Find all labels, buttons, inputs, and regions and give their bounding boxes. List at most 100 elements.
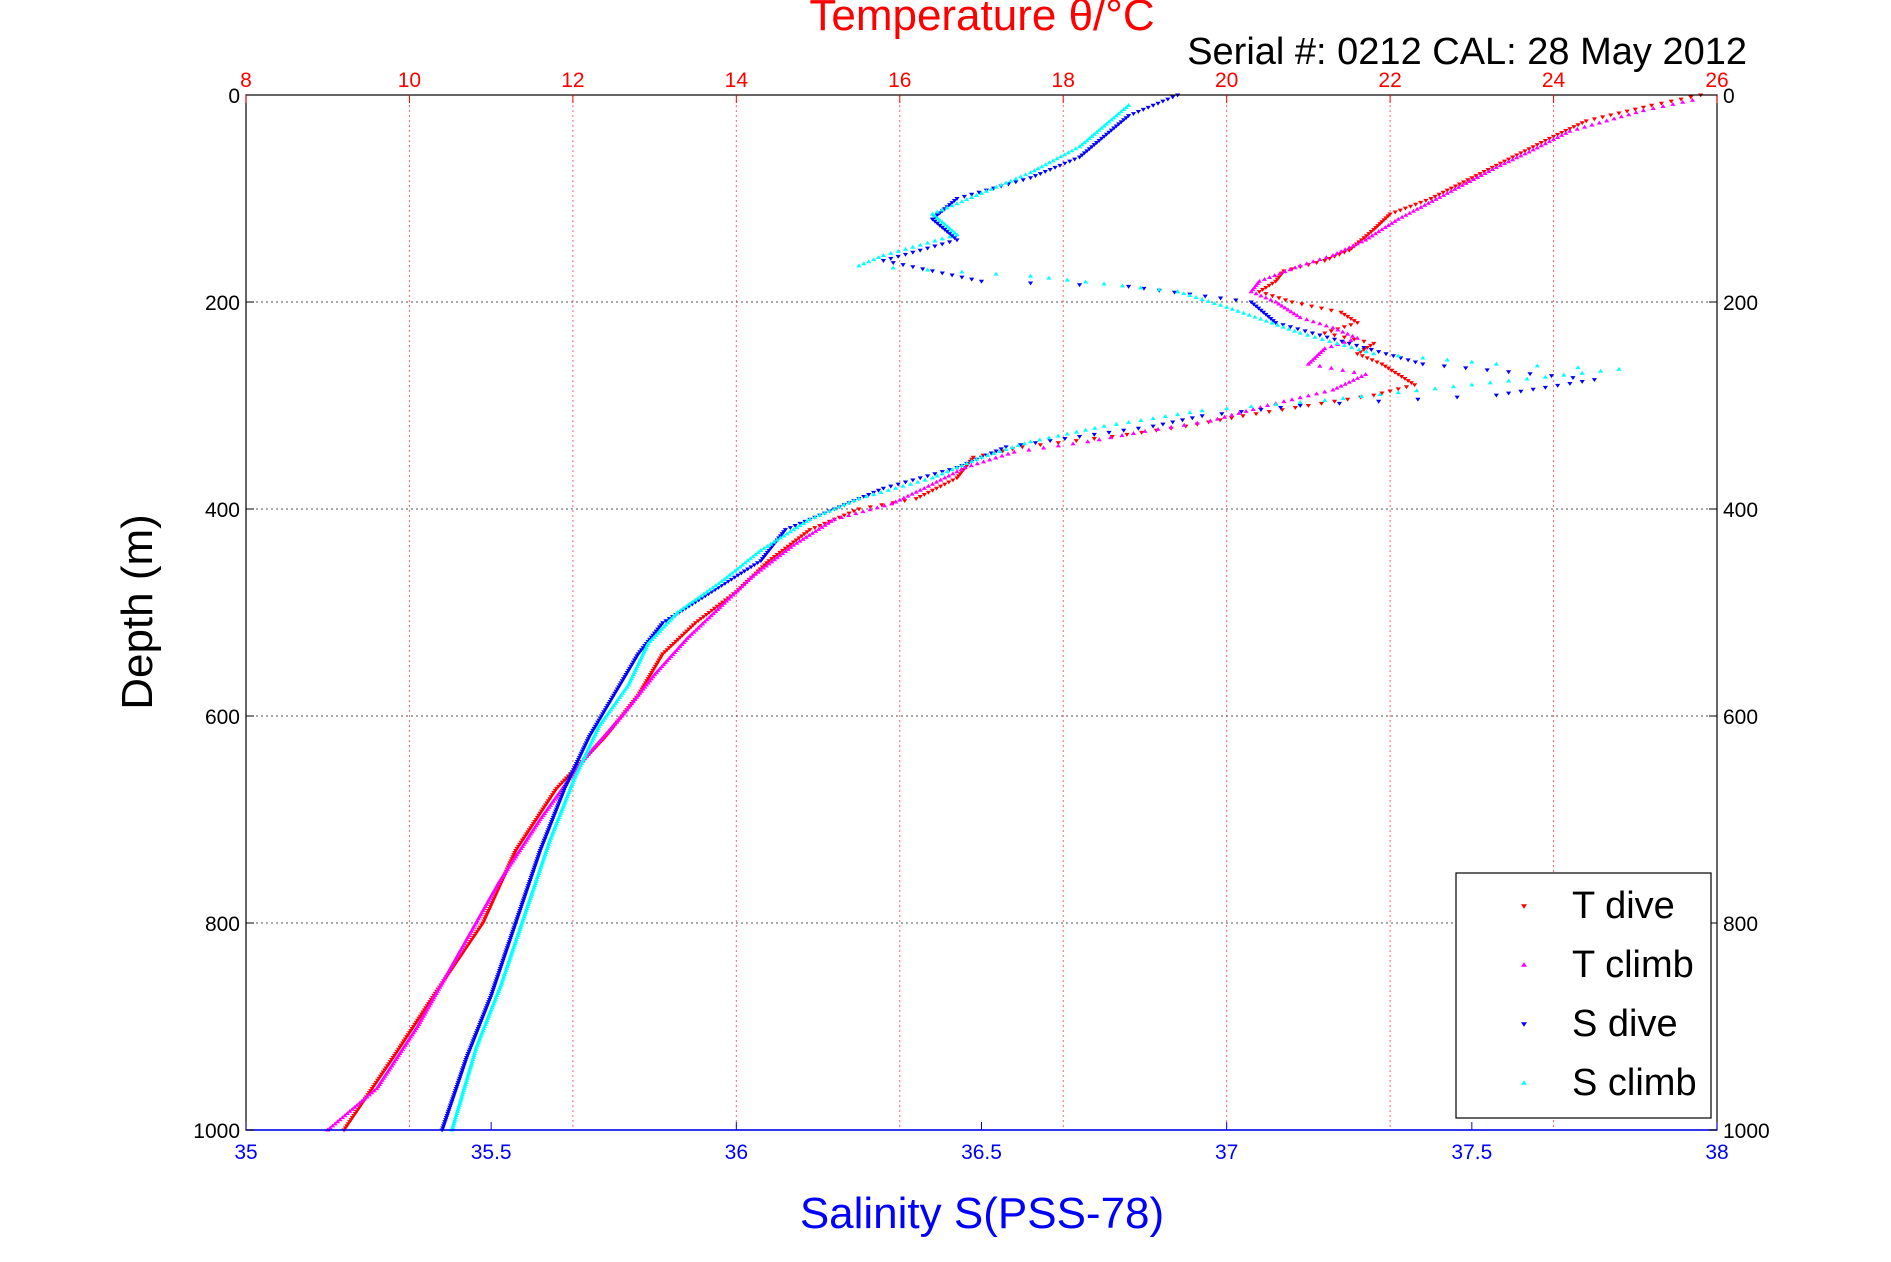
data-point: [907, 481, 914, 486]
data-point: [518, 922, 524, 927]
data-point: [1217, 296, 1224, 301]
data-point: [1358, 374, 1365, 378]
data-point: [1027, 439, 1034, 444]
data-point: [582, 743, 588, 748]
data-point: [1317, 257, 1323, 262]
data-point: [473, 1031, 480, 1036]
data-point: [574, 759, 581, 764]
data-point: [375, 1078, 381, 1083]
data-point: [471, 1037, 477, 1042]
data-point: [546, 842, 552, 846]
data-point: [939, 219, 945, 224]
data-point: [878, 490, 884, 494]
data-point: [448, 1101, 454, 1106]
data-point: [954, 469, 960, 474]
data-point: [506, 942, 512, 947]
data-point: [978, 454, 985, 459]
data-point: [653, 629, 659, 634]
series-s-dive: [439, 93, 1598, 1133]
data-point: [1327, 256, 1333, 261]
data-point: [724, 574, 730, 579]
data-point: [1518, 151, 1524, 156]
data-point: [455, 1080, 461, 1085]
data-point: [517, 906, 524, 911]
data-point: [478, 923, 485, 928]
data-point: [1382, 364, 1388, 369]
data-point: [1118, 109, 1124, 114]
data-point: [1376, 229, 1382, 234]
data-point: [1193, 295, 1199, 300]
data-point: [929, 475, 936, 480]
data-point: [506, 959, 512, 964]
data-point: [1064, 431, 1070, 436]
data-point: [1328, 329, 1334, 334]
depth-tick-label-left: 1000: [193, 1120, 240, 1143]
data-point: [1350, 377, 1356, 382]
data-point: [1235, 308, 1241, 313]
data-point: [674, 610, 681, 615]
data-point: [580, 747, 586, 752]
data-point: [1379, 362, 1385, 367]
data-point: [1555, 383, 1561, 388]
data-point: [565, 780, 571, 785]
data-point: [939, 225, 945, 230]
data-point: [627, 666, 633, 671]
data-point: [536, 813, 542, 818]
data-point: [1297, 315, 1303, 320]
data-point: [552, 811, 558, 816]
data-point: [517, 909, 523, 913]
data-point: [1395, 353, 1401, 358]
data-point: [1003, 447, 1009, 452]
data-point: [533, 817, 539, 822]
legend-label: S dive: [1572, 1003, 1678, 1045]
data-point: [482, 1008, 489, 1013]
data-point: [1076, 283, 1083, 288]
data-point: [1243, 408, 1249, 413]
data-point: [895, 248, 901, 253]
data-point: [532, 881, 538, 886]
data-point: [1013, 180, 1019, 185]
data-point: [499, 978, 505, 983]
data-point: [366, 1092, 373, 1097]
data-point: [657, 656, 663, 661]
data-point: [1345, 331, 1351, 336]
data-point: [503, 948, 510, 953]
data-point: [1392, 218, 1398, 223]
salinity-axis-title: Salinity S(PSS-78): [800, 1189, 1164, 1238]
data-point: [949, 273, 955, 278]
data-point: [1240, 414, 1246, 419]
data-point: [1474, 175, 1481, 179]
data-point: [1456, 182, 1463, 187]
data-point: [1596, 120, 1602, 125]
data-point: [759, 557, 766, 562]
data-point: [684, 629, 690, 634]
data-point: [528, 893, 534, 898]
data-point: [1276, 296, 1282, 301]
data-point: [479, 1016, 485, 1021]
data-point: [628, 664, 634, 669]
data-point: [1354, 321, 1361, 326]
data-point: [841, 513, 847, 518]
data-point: [704, 589, 710, 594]
data-point: [719, 579, 725, 584]
data-point: [1255, 306, 1262, 311]
data-point: [1273, 279, 1279, 284]
data-point: [387, 1060, 393, 1065]
temperature-tick-label: 18: [1052, 69, 1075, 92]
data-point: [1076, 155, 1083, 160]
data-point: [465, 1073, 471, 1078]
salinity-tick-label: 38: [1705, 1141, 1728, 1164]
data-point: [713, 583, 719, 588]
data-point: [900, 263, 906, 268]
data-point: [503, 966, 510, 971]
data-point: [517, 924, 524, 929]
data-point: [664, 648, 670, 653]
legend-item-s-climb: S climb: [1521, 1062, 1697, 1104]
data-point: [1340, 396, 1346, 400]
data-point: [947, 226, 953, 231]
data-point: [710, 585, 716, 590]
data-point: [742, 560, 748, 565]
data-point: [1526, 147, 1532, 152]
legend-label: T climb: [1572, 944, 1694, 986]
data-point: [525, 902, 531, 906]
